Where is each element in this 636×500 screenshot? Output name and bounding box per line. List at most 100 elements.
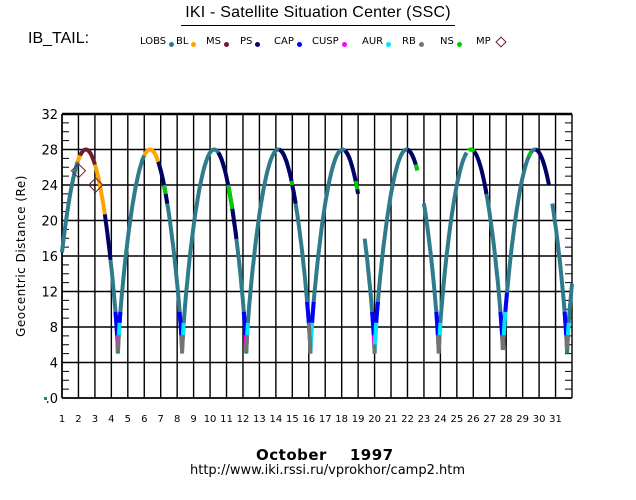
legend-item-rb: RB <box>402 36 424 47</box>
legend-item-cusp: CUSP <box>312 36 347 47</box>
legend-label: RB <box>402 36 416 47</box>
legend-item-ns: NS <box>440 36 462 47</box>
mp-crossing-marker <box>88 177 104 193</box>
legend-item-lobs: LOBS <box>140 36 175 47</box>
mp-crossing-marker <box>70 163 87 179</box>
dot-marker-icon <box>296 42 302 47</box>
dot-marker-icon <box>223 42 229 47</box>
x-tick-label: 28 <box>500 414 513 425</box>
series-segment-ps <box>102 214 113 261</box>
y-tick-label: .0 <box>46 392 58 407</box>
legend-item-bl: BL <box>176 36 197 47</box>
series-segment-ns <box>527 151 533 157</box>
month-text: October <box>256 446 327 464</box>
x-tick-label: 7 <box>158 414 164 425</box>
series-segment-ps <box>216 151 239 239</box>
legend-item-ms: MS <box>206 36 229 47</box>
x-tick-label: 16 <box>302 414 315 425</box>
series-segment-ns <box>162 184 168 195</box>
legend-label: CAP <box>274 36 294 47</box>
legend-label: AUR <box>362 36 384 47</box>
series-segment-cap <box>113 311 120 336</box>
series-segment-aur <box>565 322 571 336</box>
legend-item-mp: MP <box>476 36 507 48</box>
y-tick-label: 4 <box>50 357 58 372</box>
x-tick-label: 11 <box>220 414 233 425</box>
series-segment-aur <box>116 322 122 336</box>
series-segment-cap <box>503 292 509 313</box>
series-segment-aur <box>437 322 443 336</box>
y-tick-label: 8 <box>50 321 58 336</box>
x-tick-label: 1 <box>59 414 65 425</box>
x-tick-label: 20 <box>368 414 381 425</box>
legend-item-cap: CAP <box>274 36 302 47</box>
series-segment-ns <box>466 147 476 153</box>
x-tick-label: 26 <box>467 414 480 425</box>
y-tick-label: 28 <box>41 144 58 159</box>
series-segment-cap <box>117 311 123 323</box>
series-segment-rb <box>435 335 442 354</box>
series-segment-rb <box>306 322 313 354</box>
y-axis-label: Geocentric Distance (Re) <box>14 175 28 337</box>
dot-marker-icon <box>456 42 462 47</box>
legend-label: NS <box>440 36 454 47</box>
y-tick-label: 16 <box>41 250 58 265</box>
x-tick-label: 31 <box>549 414 562 425</box>
series-segment-ps <box>471 148 489 195</box>
dot-marker-icon <box>169 42 175 47</box>
x-tick-label: 13 <box>253 414 266 425</box>
series-segment-rb <box>500 335 506 351</box>
series-segment-ps <box>534 147 551 186</box>
x-axis-ticks: 1 2 3 4 5 6 7 8 9 10 11 12 13 14 15 16 17 18 19 20 21 22 23 24 2… <box>59 414 562 425</box>
dot-marker-icon <box>341 42 347 47</box>
y-tick-label: 12 <box>41 286 58 301</box>
series-segment-lobs <box>482 147 538 349</box>
dot-marker-icon <box>255 42 261 47</box>
y-tick-label: 20 <box>41 215 58 230</box>
legend-label: MP <box>476 36 491 47</box>
legend-item-ps: PS <box>240 36 261 47</box>
x-tick-label: 9 <box>190 414 196 425</box>
start-point-marker <box>44 397 47 400</box>
x-tick-label: 24 <box>434 414 447 425</box>
dot-marker-icon <box>191 42 197 47</box>
series-segment-aur <box>501 311 508 336</box>
series-segment-bl <box>75 154 82 163</box>
x-tick-label: 12 <box>237 414 250 425</box>
series-segment-rb <box>243 335 250 352</box>
series-segment-bl <box>92 163 107 215</box>
series-segment-lobs <box>290 147 352 354</box>
series-segment-ps <box>278 147 298 204</box>
legend-label: BL <box>176 36 189 47</box>
x-tick-label: 5 <box>125 414 131 425</box>
series-segment-ns <box>289 180 295 186</box>
series-segment-cap <box>305 301 311 323</box>
series-segment-ns <box>226 184 235 210</box>
marker-layer <box>44 163 104 400</box>
x-tick-label: 6 <box>141 414 147 425</box>
series-segment-lobs <box>229 147 290 354</box>
series-segment-ps <box>406 147 420 171</box>
x-tick-label: 3 <box>92 414 98 425</box>
series-segment-cap <box>562 311 569 336</box>
x-tick-label: 18 <box>335 414 348 425</box>
series-segment-rb <box>115 335 121 352</box>
year-text: 1997 <box>349 446 394 464</box>
series-segment-aur <box>245 322 250 336</box>
series-segment-ns <box>353 180 360 190</box>
y-tick-label: 24 <box>41 179 58 194</box>
y-tick-label: 32 <box>41 108 58 123</box>
series-segment-ps <box>156 161 170 204</box>
legend-label: MS <box>206 36 221 47</box>
series-segment-cap <box>177 311 184 336</box>
source-url: http://www.iki.rssi.ru/vprokhor/camp2.ht… <box>190 463 465 478</box>
legend-item-aur: AUR <box>362 36 392 47</box>
dot-marker-icon <box>418 42 424 47</box>
chart-title: IKI - Satellite Situation Center (SSC) <box>0 4 636 26</box>
x-tick-label: 23 <box>418 414 431 425</box>
series-segment-cap <box>498 311 505 336</box>
x-tick-label: 2 <box>75 414 81 425</box>
x-tick-label: 27 <box>483 414 496 425</box>
x-tick-label: 17 <box>319 414 332 425</box>
series-segment-lobs <box>421 151 469 349</box>
